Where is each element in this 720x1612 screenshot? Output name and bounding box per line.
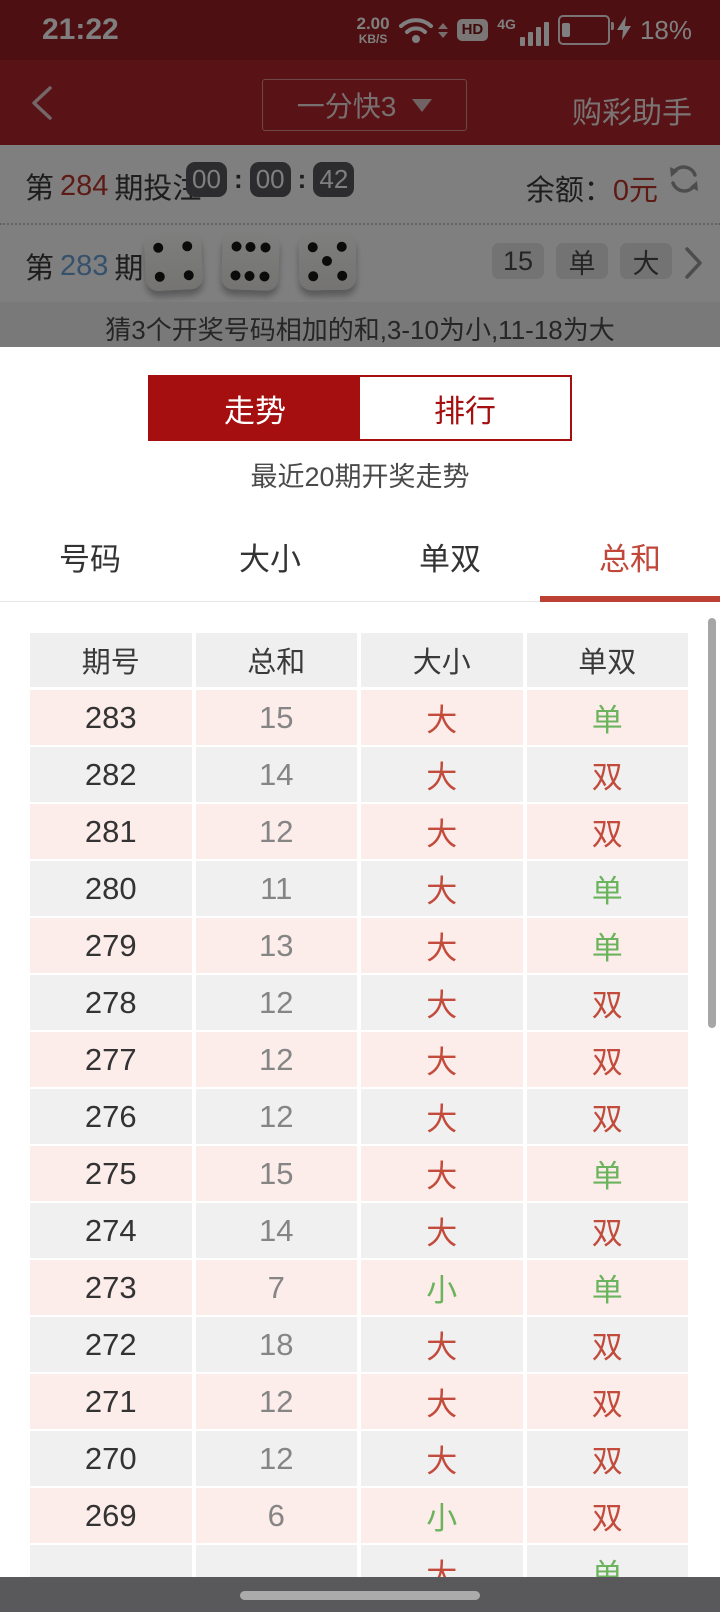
table-row: 270 12 大双 <box>30 1431 688 1486</box>
sum-cell: 12 <box>195 975 357 1030</box>
parity-cell: 双 <box>526 1032 688 1087</box>
table-header-cell: 单双 <box>526 633 688 687</box>
segmented-control: 走势 排行 <box>148 375 572 441</box>
table-row: 275 15 大单 <box>30 1146 688 1201</box>
period-cell: 275 <box>30 1146 192 1201</box>
table-row: 280 11 大单 <box>30 861 688 916</box>
table-header-cell: 总和 <box>195 633 357 687</box>
size-cell: 大 <box>361 918 523 973</box>
size-cell: 大 <box>361 1317 523 1372</box>
tab-trend[interactable]: 走势 <box>150 377 360 439</box>
home-indicator[interactable] <box>240 1591 480 1600</box>
parity-cell: 单 <box>526 1260 688 1315</box>
trend-tab-号码[interactable]: 号码 <box>59 542 121 577</box>
parity-cell: 双 <box>526 1374 688 1429</box>
parity-cell: 双 <box>526 804 688 859</box>
table-scrollbar[interactable] <box>708 618 716 1028</box>
period-cell: 279 <box>30 918 192 973</box>
size-cell: 大 <box>361 1203 523 1258</box>
period-cell: 277 <box>30 1032 192 1087</box>
size-cell: 小 <box>361 1488 523 1543</box>
period-cell: 274 <box>30 1203 192 1258</box>
table-row: 282 14 大双 <box>30 747 688 802</box>
period-cell: 283 <box>30 690 192 745</box>
trend-sheet: 走势 排行 最近20期开奖走势 号码 大小 单双 总和 期号 总和 大小 单双 283 15 大单… <box>0 347 720 1612</box>
table-header-cell: 期号 <box>30 633 192 687</box>
parity-cell: 双 <box>526 1203 688 1258</box>
table-row: 281 12 大双 <box>30 804 688 859</box>
period-cell: 270 <box>30 1431 192 1486</box>
sum-cell: 12 <box>195 1431 357 1486</box>
table-row: 271 12 大双 <box>30 1374 688 1429</box>
dim-overlay[interactable] <box>0 0 720 347</box>
sum-cell: 13 <box>195 918 357 973</box>
period-cell: 273 <box>30 1260 192 1315</box>
period-cell: 278 <box>30 975 192 1030</box>
sum-cell: 12 <box>195 804 357 859</box>
size-cell: 大 <box>361 1032 523 1087</box>
trend-tabs: 号码 大小 单双 总和 <box>0 512 720 602</box>
size-cell: 大 <box>361 1431 523 1486</box>
parity-cell: 双 <box>526 1089 688 1144</box>
period-cell: 282 <box>30 747 192 802</box>
system-nav-bar <box>0 1577 720 1612</box>
size-cell: 大 <box>361 861 523 916</box>
table-row: 273 7 小单 <box>30 1260 688 1315</box>
parity-cell: 双 <box>526 1488 688 1543</box>
parity-cell: 双 <box>526 975 688 1030</box>
parity-cell: 单 <box>526 1146 688 1201</box>
size-cell: 大 <box>361 975 523 1030</box>
size-cell: 小 <box>361 1260 523 1315</box>
sum-cell: 14 <box>195 1203 357 1258</box>
table-row: 283 15 大单 <box>30 690 688 745</box>
parity-cell: 双 <box>526 1317 688 1372</box>
sum-cell: 15 <box>195 690 357 745</box>
table-row: 272 18 大双 <box>30 1317 688 1372</box>
size-cell: 大 <box>361 1089 523 1144</box>
sum-cell: 11 <box>195 861 357 916</box>
table-row: 277 12 大双 <box>30 1032 688 1087</box>
sum-cell: 14 <box>195 747 357 802</box>
parity-cell: 双 <box>526 747 688 802</box>
period-cell: 269 <box>30 1488 192 1543</box>
size-cell: 大 <box>361 690 523 745</box>
table-row: 269 6 小双 <box>30 1488 688 1543</box>
tab-ranking[interactable]: 排行 <box>360 377 570 439</box>
trend-tab-总和[interactable]: 总和 <box>540 512 720 602</box>
size-cell: 大 <box>361 1146 523 1201</box>
period-cell: 272 <box>30 1317 192 1372</box>
trend-tab-大小[interactable]: 大小 <box>239 542 301 577</box>
sum-cell: 12 <box>195 1089 357 1144</box>
table-row: 274 14 大双 <box>30 1203 688 1258</box>
period-cell: 271 <box>30 1374 192 1429</box>
size-cell: 大 <box>361 1374 523 1429</box>
table-row: 278 12 大双 <box>30 975 688 1030</box>
sum-cell: 7 <box>195 1260 357 1315</box>
parity-cell: 双 <box>526 1431 688 1486</box>
sum-cell: 6 <box>195 1488 357 1543</box>
period-cell: 280 <box>30 861 192 916</box>
sum-cell: 12 <box>195 1032 357 1087</box>
sum-cell: 18 <box>195 1317 357 1372</box>
trend-table: 期号 总和 大小 单双 283 15 大单 282 14 大双 281 12 大双 280 11 大单 279 1… <box>30 633 688 1612</box>
sum-cell: 12 <box>195 1374 357 1429</box>
sum-cell: 15 <box>195 1146 357 1201</box>
table-header-cell: 大小 <box>361 633 523 687</box>
table-row: 276 12 大双 <box>30 1089 688 1144</box>
parity-cell: 单 <box>526 918 688 973</box>
table-header-row: 期号 总和 大小 单双 <box>30 633 688 687</box>
period-cell: 276 <box>30 1089 192 1144</box>
sheet-subtitle: 最近20期开奖走势 <box>250 462 470 492</box>
size-cell: 大 <box>361 804 523 859</box>
table-row: 279 13 大单 <box>30 918 688 973</box>
parity-cell: 单 <box>526 690 688 745</box>
size-cell: 大 <box>361 747 523 802</box>
period-cell: 281 <box>30 804 192 859</box>
trend-tab-单双[interactable]: 单双 <box>419 542 481 577</box>
parity-cell: 单 <box>526 861 688 916</box>
